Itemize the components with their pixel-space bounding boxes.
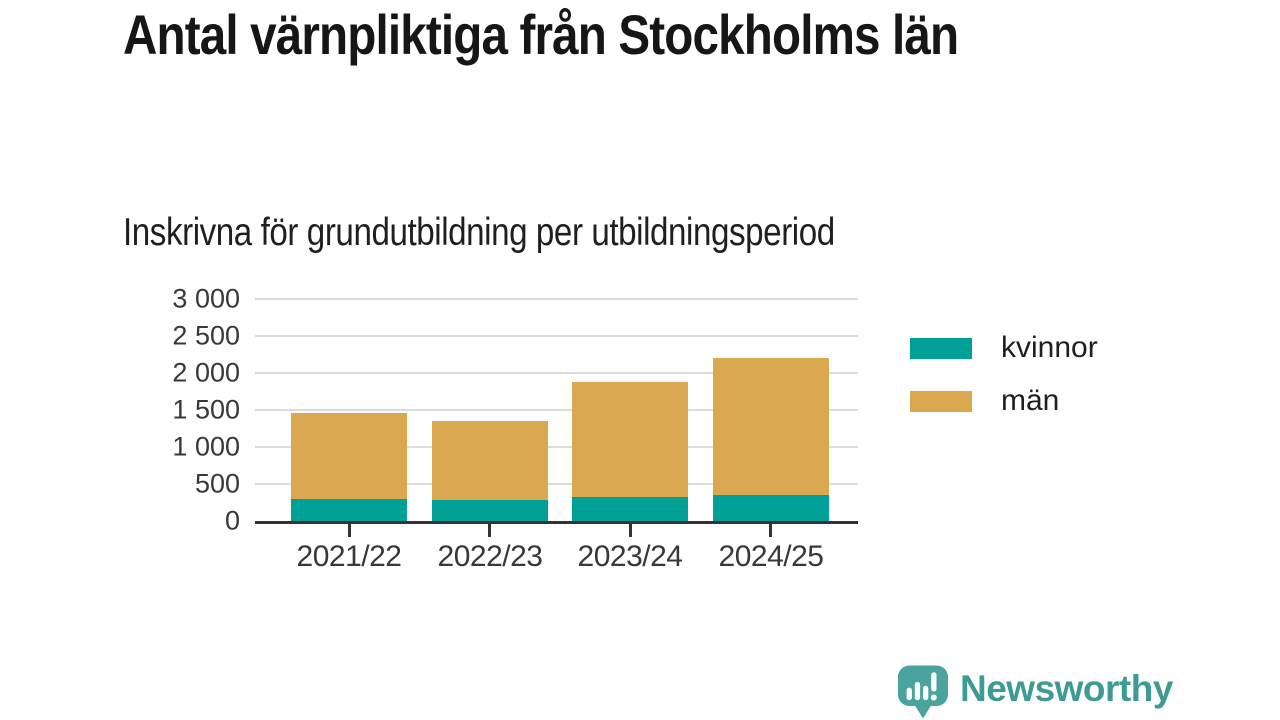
bar-segment-kvinnor-2022/23	[432, 500, 548, 521]
x-axis-tick	[348, 524, 351, 537]
bar-segment-män-2023/24	[572, 382, 688, 497]
legend: kvinnor män	[910, 333, 1098, 416]
legend-item-kvinnor: kvinnor	[910, 333, 1098, 363]
y-tick-label-2500: 2 500	[172, 320, 240, 351]
x-tick-label-2023-24: 2023/24	[577, 540, 683, 573]
y-tick-label-3000: 3 000	[172, 283, 240, 314]
chart-title: Antal värnpliktiga från Stockholms län	[123, 3, 959, 66]
gridline-1500	[255, 409, 858, 411]
bar-segment-kvinnor-2021/22	[291, 499, 407, 521]
plot-area	[255, 298, 858, 537]
bar-segment-män-2021/22	[291, 413, 407, 499]
gridline-1000	[255, 446, 858, 448]
gridline-2500	[255, 335, 858, 337]
y-tick-label-0: 0	[224, 505, 240, 536]
legend-item-män: män	[910, 386, 1098, 416]
bar-segment-kvinnor-2024/25	[713, 495, 829, 521]
chart-subtitle: Inskrivna för grundutbildning per utbild…	[123, 211, 835, 254]
legend-swatch-kvinnor	[910, 337, 972, 359]
brand-name: Newsworthy	[960, 668, 1173, 709]
newsworthy-bubble-barchart-icon	[897, 665, 949, 719]
x-tick-label-2022-23: 2022/23	[437, 540, 543, 573]
legend-label-kvinnor: kvinnor	[1001, 331, 1098, 364]
x-tick-label-2024-25: 2024/25	[718, 540, 824, 573]
gridline-3000	[255, 298, 858, 300]
x-axis-tick	[629, 524, 632, 537]
gridline-500	[255, 483, 858, 485]
y-tick-label-500: 500	[194, 468, 240, 499]
y-tick-label-1000: 1 000	[172, 431, 240, 462]
x-tick-label-2021-22: 2021/22	[296, 540, 402, 573]
bar-segment-män-2024/25	[713, 358, 829, 495]
brand-logo: Newsworthy	[896, 663, 1173, 720]
legend-label-män: män	[1001, 384, 1060, 417]
x-axis-tick	[769, 524, 772, 537]
y-tick-label-2000: 2 000	[172, 357, 240, 388]
y-tick-label-1500: 1 500	[172, 394, 240, 425]
legend-swatch-män	[910, 390, 972, 412]
gridline-2000	[255, 372, 858, 374]
x-axis-tick	[488, 524, 491, 537]
bar-segment-män-2022/23	[432, 421, 548, 500]
bar-segment-kvinnor-2023/24	[572, 497, 688, 521]
